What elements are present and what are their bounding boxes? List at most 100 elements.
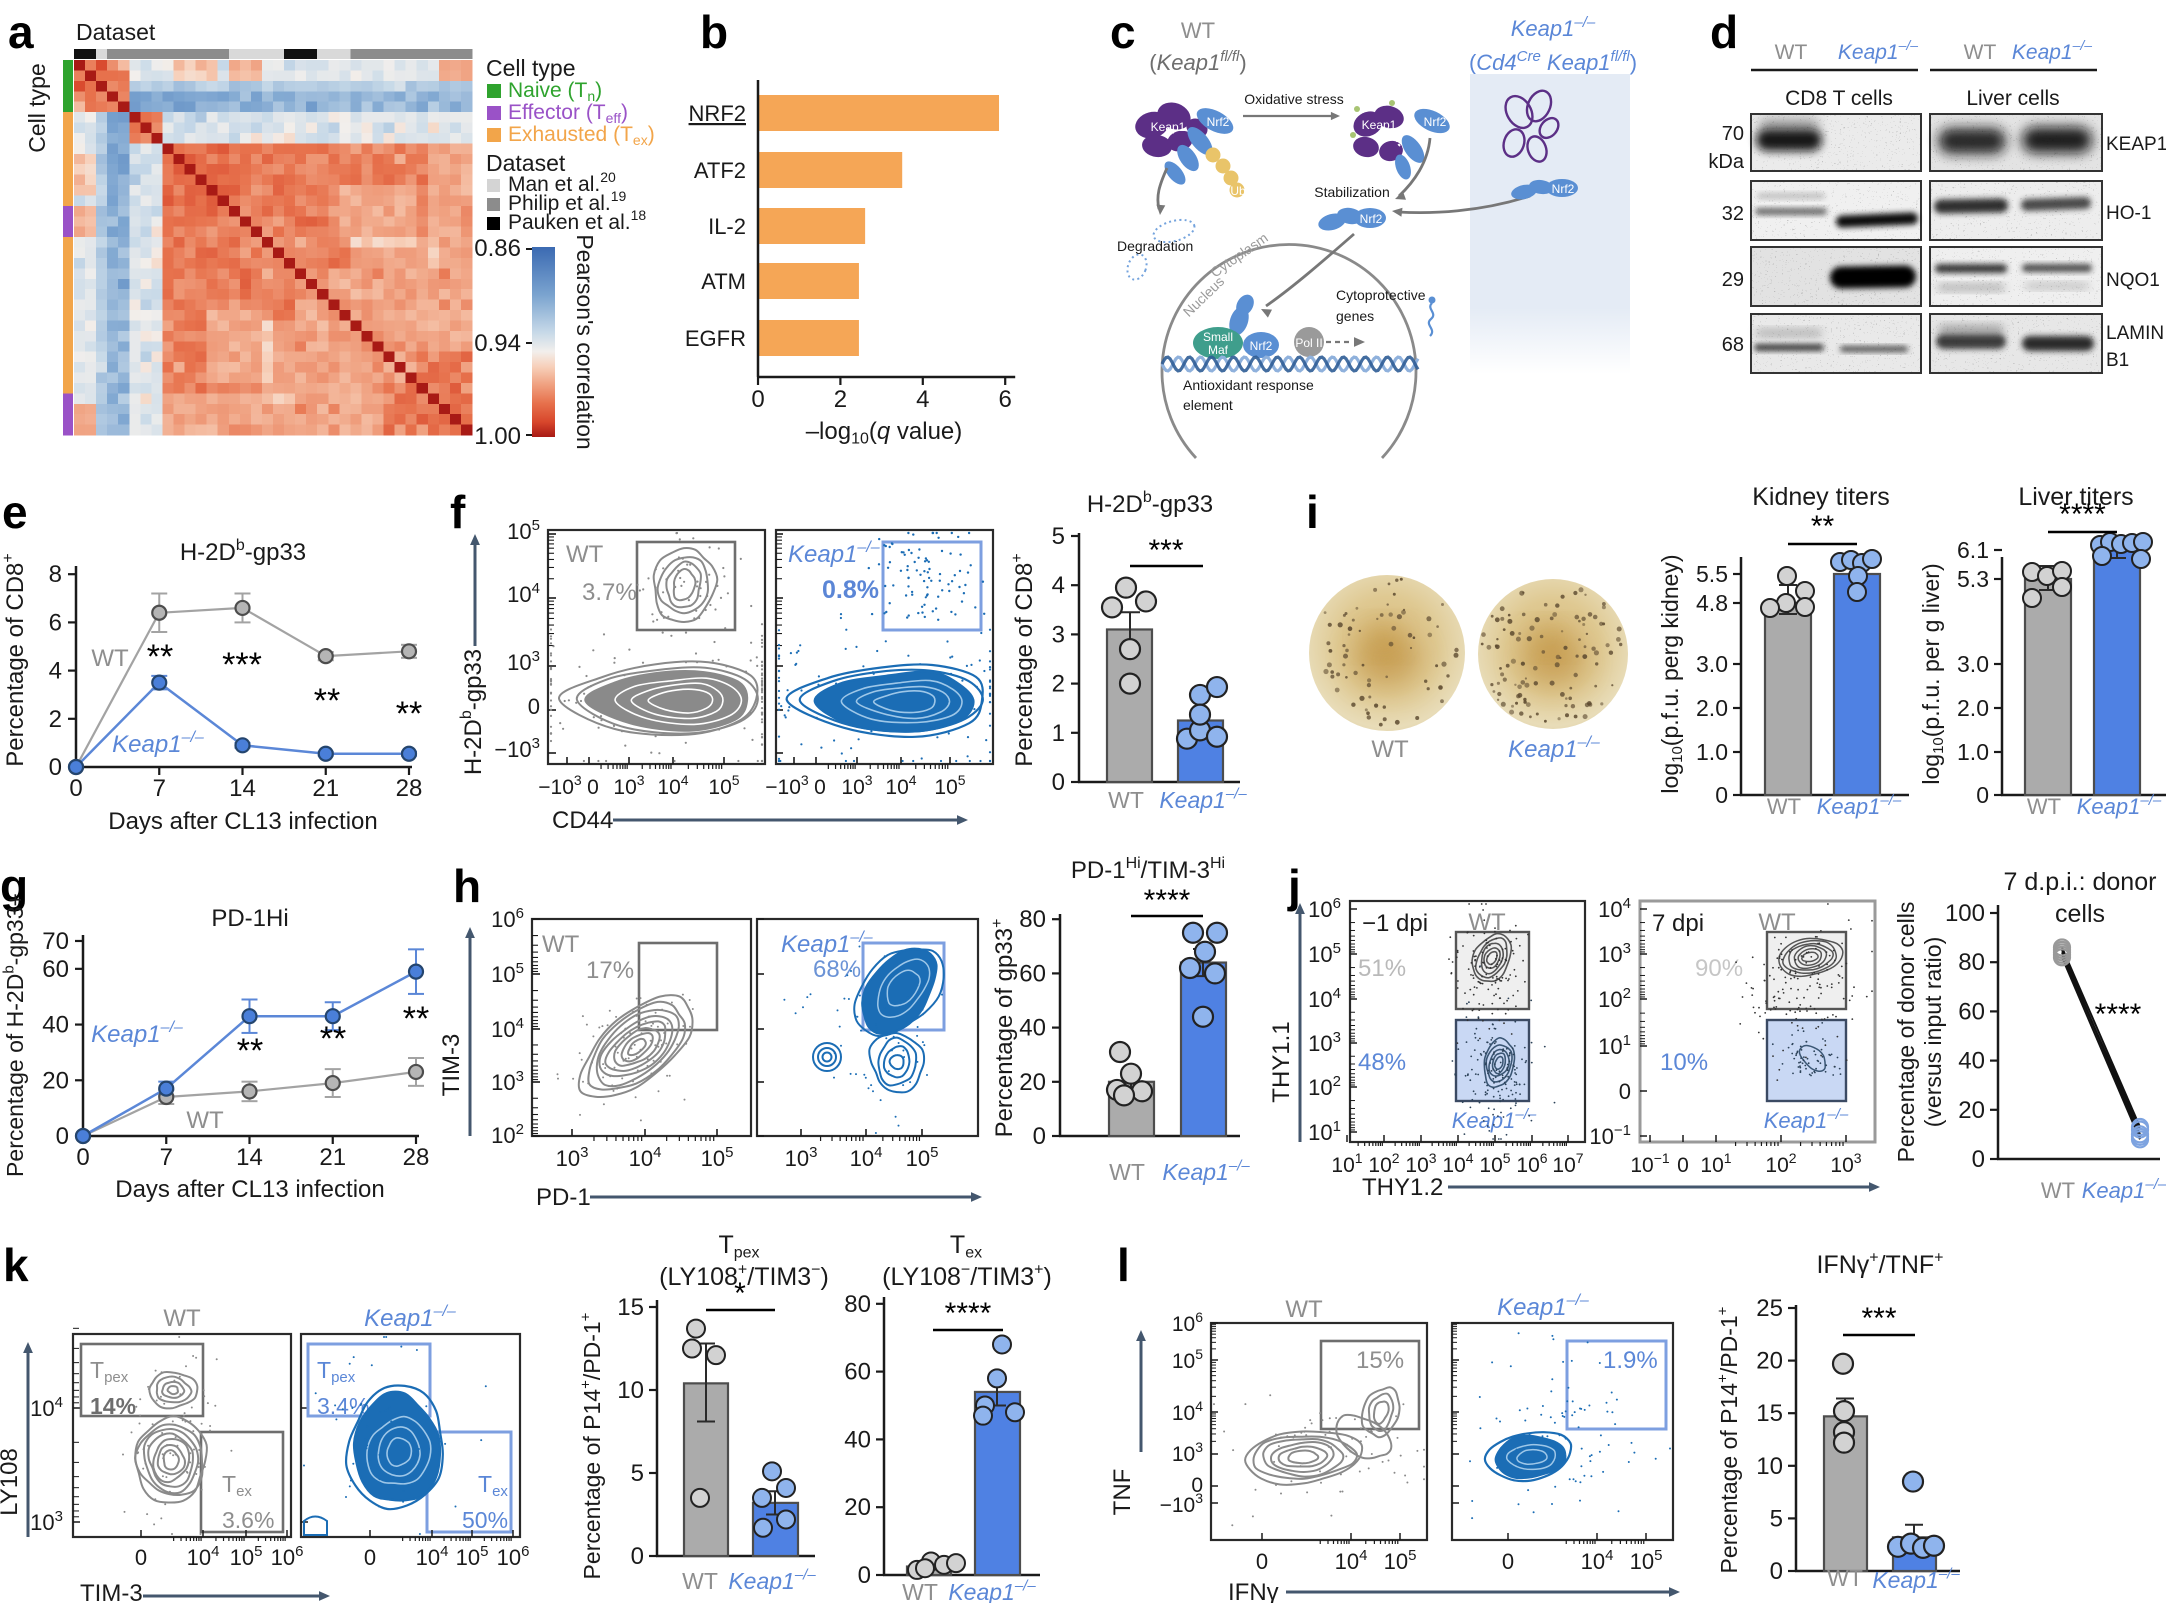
svg-text:THY1.2: THY1.2 bbox=[1362, 1174, 1443, 1201]
svg-text:H-2Db-gp33: H-2Db-gp33 bbox=[180, 537, 306, 566]
svg-text:Keap1–/–: Keap1–/– bbox=[1162, 1157, 1250, 1185]
svg-text:0.94: 0.94 bbox=[474, 330, 521, 357]
svg-text:10%: 10% bbox=[1660, 1049, 1708, 1076]
svg-text:Keap1–/–: Keap1–/– bbox=[112, 729, 204, 758]
svg-text:d: d bbox=[1710, 6, 1738, 58]
svg-text:0: 0 bbox=[1033, 1123, 1046, 1150]
svg-text:WT: WT bbox=[1827, 1565, 1863, 1591]
svg-text:105: 105 bbox=[1308, 940, 1341, 967]
svg-text:PD-1Hi/TIM-3Hi: PD-1Hi/TIM-3Hi bbox=[1071, 855, 1225, 884]
svg-text:Cell type: Cell type bbox=[24, 63, 50, 152]
svg-text:Small: Small bbox=[1203, 330, 1233, 344]
svg-text:20: 20 bbox=[1958, 1097, 1985, 1124]
svg-text:17%: 17% bbox=[586, 957, 634, 984]
svg-text:0: 0 bbox=[56, 1123, 69, 1150]
svg-text:f: f bbox=[450, 486, 466, 538]
svg-text:Pearson's correlation: Pearson's correlation bbox=[572, 234, 598, 449]
svg-text:0: 0 bbox=[1619, 1079, 1631, 1104]
svg-text:104: 104 bbox=[1598, 895, 1631, 922]
svg-text:1.9%: 1.9% bbox=[1603, 1347, 1658, 1374]
svg-text:105: 105 bbox=[1384, 1547, 1417, 1574]
svg-text:1.0: 1.0 bbox=[1696, 739, 1728, 765]
svg-text:40: 40 bbox=[42, 1012, 69, 1039]
svg-text:Percentage of P14+/PD-1+: Percentage of P14+/PD-1+ bbox=[577, 1312, 605, 1579]
svg-text:Keap1–/–: Keap1–/– bbox=[1817, 792, 1902, 819]
svg-text:THY1.1: THY1.1 bbox=[1268, 1021, 1295, 1102]
svg-text:Kidney titers: Kidney titers bbox=[1752, 483, 1890, 511]
svg-text:***: *** bbox=[1861, 1302, 1896, 1335]
svg-text:NQO1: NQO1 bbox=[2106, 270, 2160, 291]
svg-text:b: b bbox=[700, 6, 728, 58]
svg-text:B1: B1 bbox=[2106, 350, 2129, 371]
svg-text:25: 25 bbox=[1756, 1295, 1783, 1322]
svg-text:IFNγ: IFNγ bbox=[1228, 1579, 1279, 1603]
svg-text:****: **** bbox=[1144, 884, 1191, 917]
svg-text:101: 101 bbox=[1598, 1032, 1631, 1059]
svg-text:0: 0 bbox=[1502, 1549, 1514, 1574]
svg-text:element: element bbox=[1183, 397, 1233, 413]
svg-text:Cytoprotective: Cytoprotective bbox=[1336, 287, 1426, 303]
svg-text:105: 105 bbox=[701, 1144, 734, 1171]
svg-text:14: 14 bbox=[236, 1144, 263, 1171]
svg-text:102: 102 bbox=[1598, 985, 1631, 1012]
svg-text:7: 7 bbox=[153, 775, 166, 802]
svg-text:103: 103 bbox=[1405, 1150, 1436, 1177]
svg-text:***: *** bbox=[1148, 534, 1183, 567]
svg-text:80: 80 bbox=[1958, 949, 1985, 976]
svg-text:2: 2 bbox=[834, 386, 847, 413]
svg-text:20: 20 bbox=[42, 1067, 69, 1094]
svg-text:l: l bbox=[1117, 1239, 1130, 1291]
svg-text:7: 7 bbox=[160, 1144, 173, 1171]
svg-text:Ub: Ub bbox=[1230, 184, 1246, 198]
svg-text:Days after CL13 infection: Days after CL13 infection bbox=[115, 1176, 384, 1203]
svg-text:Effector (Teff): Effector (Teff) bbox=[508, 101, 628, 126]
svg-text:0: 0 bbox=[1256, 1549, 1268, 1574]
svg-text:0: 0 bbox=[76, 1144, 89, 1171]
svg-text:Keap1–/–: Keap1–/– bbox=[2012, 37, 2092, 64]
svg-text:WT: WT bbox=[2027, 794, 2061, 819]
svg-text:Dataset: Dataset bbox=[76, 19, 156, 45]
svg-text:48%: 48% bbox=[1358, 1049, 1406, 1076]
svg-text:1.00: 1.00 bbox=[474, 423, 521, 450]
svg-text:104: 104 bbox=[491, 1015, 524, 1042]
svg-text:103: 103 bbox=[556, 1144, 589, 1171]
svg-text:j: j bbox=[1287, 860, 1301, 912]
svg-text:2.0: 2.0 bbox=[1696, 695, 1728, 721]
svg-text:0: 0 bbox=[1770, 1558, 1783, 1585]
svg-text:Keap1–/–: Keap1–/– bbox=[91, 1019, 183, 1048]
svg-text:40: 40 bbox=[1019, 1015, 1046, 1042]
svg-text:0: 0 bbox=[1972, 1146, 1985, 1173]
svg-text:105: 105 bbox=[1479, 1150, 1510, 1177]
svg-text:Dataset: Dataset bbox=[486, 150, 566, 176]
svg-text:ATM: ATM bbox=[701, 269, 746, 294]
svg-text:IFNγ+/TNF+: IFNγ+/TNF+ bbox=[1816, 1250, 1943, 1280]
svg-text:Nrf2: Nrf2 bbox=[1360, 212, 1383, 226]
svg-text:0: 0 bbox=[1976, 782, 1989, 808]
svg-text:Pauken et al.18: Pauken et al.18 bbox=[508, 207, 646, 234]
svg-text:3.0: 3.0 bbox=[1957, 651, 1989, 677]
svg-text:Keap1–/–: Keap1–/– bbox=[2077, 792, 2162, 819]
svg-text:**: ** bbox=[237, 1032, 263, 1070]
svg-text:WT: WT bbox=[1108, 787, 1144, 813]
svg-text:WT: WT bbox=[1758, 909, 1796, 936]
svg-text:Keap1–/–: Keap1–/– bbox=[1764, 1106, 1849, 1133]
svg-text:Percentage of H-2Db-gp33+: Percentage of H-2Db-gp33+ bbox=[0, 893, 28, 1177]
svg-text:1.0: 1.0 bbox=[1957, 739, 1989, 765]
svg-text:PD-1Hi: PD-1Hi bbox=[211, 905, 288, 932]
svg-text:**: ** bbox=[320, 1020, 346, 1058]
svg-text:**: ** bbox=[396, 695, 422, 733]
svg-text:****: **** bbox=[945, 1297, 992, 1330]
svg-text:WT: WT bbox=[1285, 1296, 1323, 1323]
svg-text:5.3: 5.3 bbox=[1957, 566, 1989, 592]
svg-text:20: 20 bbox=[1756, 1348, 1783, 1375]
svg-text:Tex: Tex bbox=[222, 1471, 252, 1500]
svg-text:104: 104 bbox=[629, 1144, 662, 1171]
svg-text:(Cd4Cre Keap1fl/fl): (Cd4Cre Keap1fl/fl) bbox=[1469, 48, 1637, 75]
svg-text:LAMIN: LAMIN bbox=[2106, 323, 2164, 344]
svg-text:Pol II: Pol II bbox=[1295, 336, 1322, 350]
svg-text:5: 5 bbox=[1052, 523, 1065, 550]
svg-text:103: 103 bbox=[507, 648, 540, 675]
svg-text:103: 103 bbox=[1172, 1439, 1203, 1466]
svg-text:Stabilization: Stabilization bbox=[1314, 184, 1390, 200]
svg-text:(Keap1fl/fl): (Keap1fl/fl) bbox=[1149, 48, 1246, 75]
